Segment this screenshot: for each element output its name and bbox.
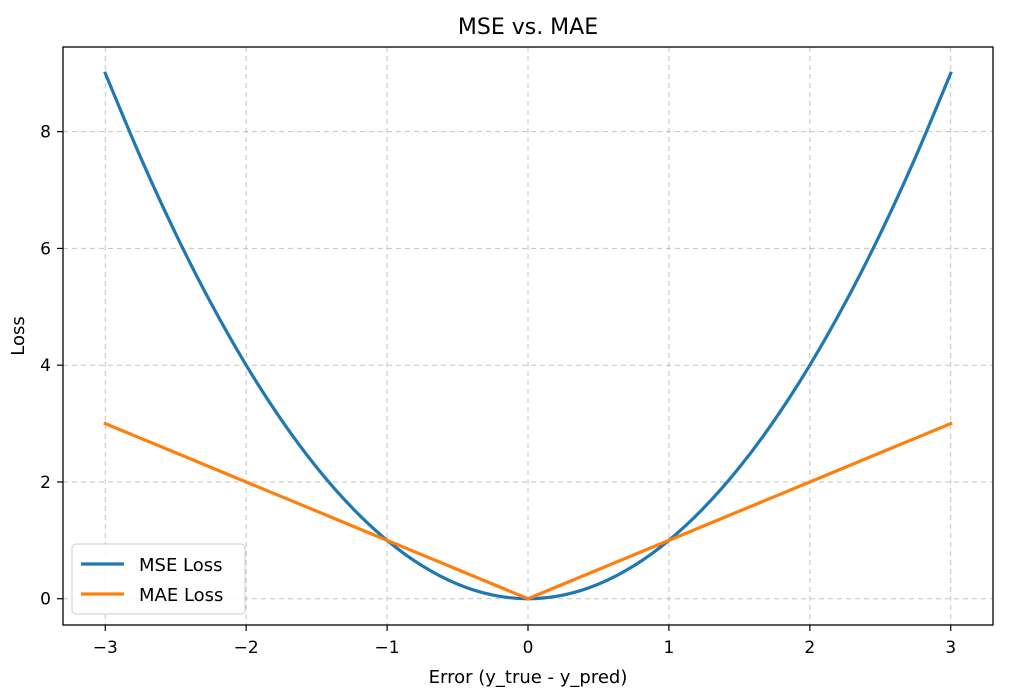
series-line-mae-loss bbox=[103, 421, 953, 601]
legend: MSE Loss MAE Loss bbox=[71, 543, 246, 615]
grid bbox=[63, 47, 993, 625]
y-tick-label: 6 bbox=[40, 239, 51, 259]
legend-label: MAE Loss bbox=[139, 585, 223, 606]
chart-title: MSE vs. MAE bbox=[458, 15, 598, 40]
x-tick-label: 0 bbox=[523, 638, 534, 658]
x-tick-label: −3 bbox=[93, 638, 118, 658]
legend-box bbox=[71, 543, 246, 615]
x-tick-label: −2 bbox=[234, 638, 259, 658]
y-tick-label: 4 bbox=[40, 356, 51, 376]
y-axis-label: Loss bbox=[8, 316, 29, 355]
x-tick-label: −1 bbox=[375, 638, 400, 658]
legend-label: MSE Loss bbox=[139, 555, 223, 576]
x-tick-label: 1 bbox=[663, 638, 674, 658]
x-axis-label: Error (y_true - y_pred) bbox=[429, 667, 628, 688]
ticks: −3 −2 −1 0 1 2 3 0 2 4 6 8 bbox=[40, 123, 956, 658]
x-tick-label: 3 bbox=[945, 638, 956, 658]
series-layer bbox=[103, 71, 953, 601]
y-tick-label: 2 bbox=[40, 473, 51, 493]
y-tick-label: 8 bbox=[40, 123, 51, 143]
x-tick-label: 2 bbox=[804, 638, 815, 658]
y-tick-label: 0 bbox=[40, 590, 51, 610]
